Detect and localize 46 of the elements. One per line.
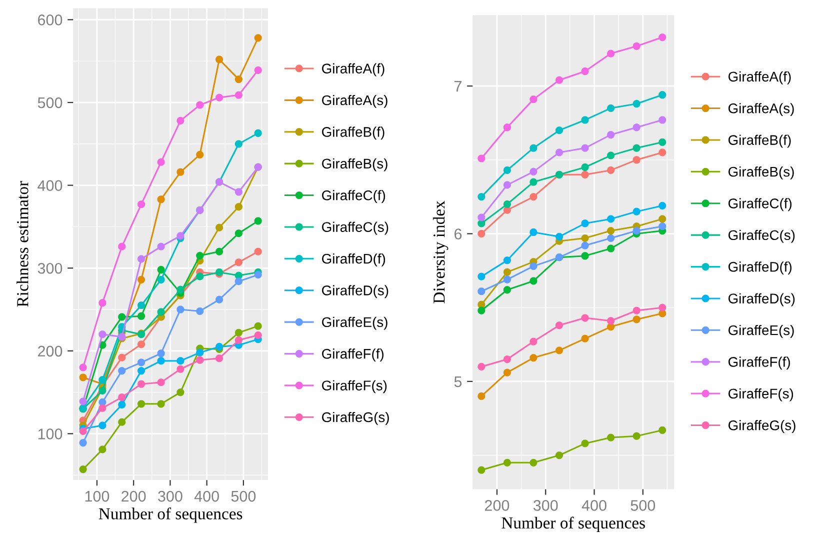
y-tick-label: 6 [454,228,462,240]
x-tick-label: 500 [231,490,256,502]
y-tick-label: 300 [38,262,62,274]
x-tick-label: 500 [630,500,656,511]
legend-label: GiraffeA(f) [728,71,791,84]
y-tick-label: 200 [38,346,62,357]
y-axis-title: Diversity index [433,200,448,304]
legend-label: GiraffeF(f) [322,348,384,362]
x-tick-label: 100 [85,490,110,502]
legend-label: GiraffeE(s) [728,324,794,338]
legend-label: GiraffeC(f) [728,198,792,212]
x-tick-label: 300 [533,500,558,511]
x-tick-label: 400 [582,500,606,511]
legend-label: GiraffeA(f) [322,63,384,76]
legend-label: GiraffeG(s) [728,420,796,433]
y-tick-label: 100 [38,428,62,440]
legend-label: GiraffeF(f) [728,356,790,370]
legend-label: GiraffeC(s) [728,230,795,243]
legend-label: GiraffeG(s) [322,412,389,425]
legend-label: GiraffeD(f) [728,262,792,274]
legend-label: GiraffeD(s) [322,285,388,298]
legend-label: GiraffeC(f) [322,190,386,203]
legend-label: GiraffeC(s) [322,222,388,235]
x-axis-title: Number of sequences [98,507,242,523]
legend-label: GiraffeB(f) [728,134,791,148]
x-tick-label: 200 [484,500,510,511]
y-tick-label: 400 [38,180,62,191]
y-tick-label: 5 [454,376,462,388]
legend-label: GiraffeF(s) [728,388,794,402]
legend-label: GiraffeA(s) [322,94,388,108]
legend-label: GiraffeB(f) [322,126,384,140]
y-tick-label: 600 [38,14,62,26]
x-tick-label: 400 [194,490,219,502]
y-tick-label: 7 [454,81,462,92]
legend-label: GiraffeF(s) [322,380,387,394]
y-tick-label: 500 [38,97,62,108]
x-axis-title: Number of sequences [502,516,645,532]
legend-label: GiraffeA(s) [728,103,794,116]
x-tick-label: 300 [158,490,182,502]
y-axis-title: Richness estimator [16,181,28,307]
legend-label: GiraffeB(s) [322,158,388,172]
legend-label: GiraffeB(s) [728,166,794,180]
x-tick-label: 200 [122,490,146,502]
legend-label: GiraffeD(f) [322,253,386,266]
legend-label: GiraffeD(s) [728,293,795,306]
legend-label: GiraffeE(s) [322,316,388,330]
